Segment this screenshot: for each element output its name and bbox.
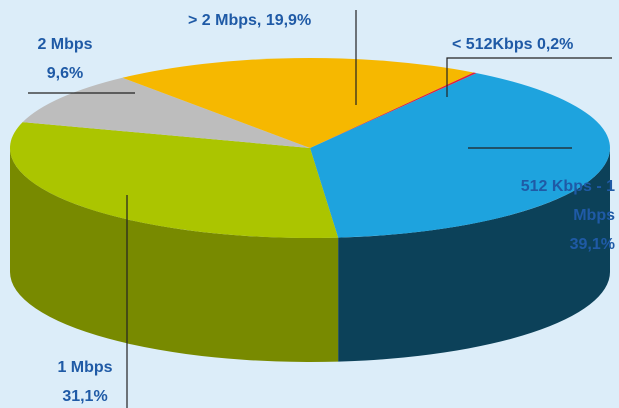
value-label: 39,1% [569,236,615,253]
slice [10,122,339,238]
slice-label: 1 Mbps 31,1% [40,353,130,408]
category: 512 Kbps - 1 Mbps [520,178,615,224]
category: > 2 Mbps, [188,12,262,29]
category: < 512Kbps [452,36,533,53]
value-label: 0,2% [536,36,574,53]
value-label: 31,1% [62,388,108,405]
slice-label: > 2 Mbps, 19,9% [188,6,311,35]
slice-side [10,148,339,362]
slices [10,57,611,362]
slice [310,73,611,238]
slice [122,57,474,148]
value-label: 19,9% [265,12,312,29]
slice-label: 512 Kbps - 1 Mbps 39,1% [520,172,615,259]
category: 2 Mbps [37,36,93,53]
category: 1 Mbps [57,359,113,376]
slice [22,77,310,148]
value-label: 9,6% [46,65,84,82]
leader-line [446,57,612,97]
slice [310,72,477,148]
slice-side [338,148,610,362]
slice-label: 2 Mbps 9,6% [20,30,110,88]
slice-label: < 512Kbps 0,2% [452,30,573,59]
